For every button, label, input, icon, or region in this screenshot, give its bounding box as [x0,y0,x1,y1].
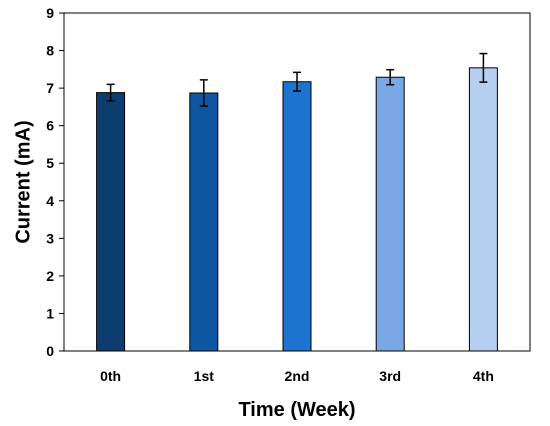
error-bars [106,52,488,107]
y-tick-label: 9 [46,5,54,21]
y-axis-title: Current (mA) [12,120,34,243]
error-bar-1st [199,79,208,107]
x-axis-ticks: 0th 1st 2nd 3rd 4th [100,368,494,384]
bar-0th [96,92,126,352]
y-tick-label: 4 [46,193,54,209]
y-tick-label: 3 [46,230,54,246]
bar-2nd [282,81,312,352]
x-tick-label: 1st [194,368,215,384]
bar-3rd [375,76,405,352]
x-axis-title: Time (Week) [238,399,355,421]
x-tick-label: 0th [100,368,121,384]
y-tick-label: 6 [46,118,54,134]
y-tick-label: 8 [46,43,54,59]
y-tick-label: 2 [46,268,54,284]
x-tick-label: 2nd [285,368,310,384]
x-tick-label: 4th [473,368,494,384]
bars [96,67,498,352]
error-bar-3rd [386,68,395,86]
y-axis-ticks: 0 1 2 3 4 5 6 7 8 9 [46,5,64,359]
error-bar-4th [479,52,488,83]
x-tick-label: 3rd [379,368,401,384]
plot-area-frame [63,12,531,352]
bar-4th [468,67,498,352]
error-bar-0th [106,83,115,102]
y-tick-label: 5 [46,155,54,171]
error-bar-2nd [293,71,301,92]
y-tick-label: 1 [46,305,54,321]
y-tick-label: 0 [46,343,54,359]
bar-1st [189,92,219,352]
y-tick-label: 7 [46,80,54,96]
